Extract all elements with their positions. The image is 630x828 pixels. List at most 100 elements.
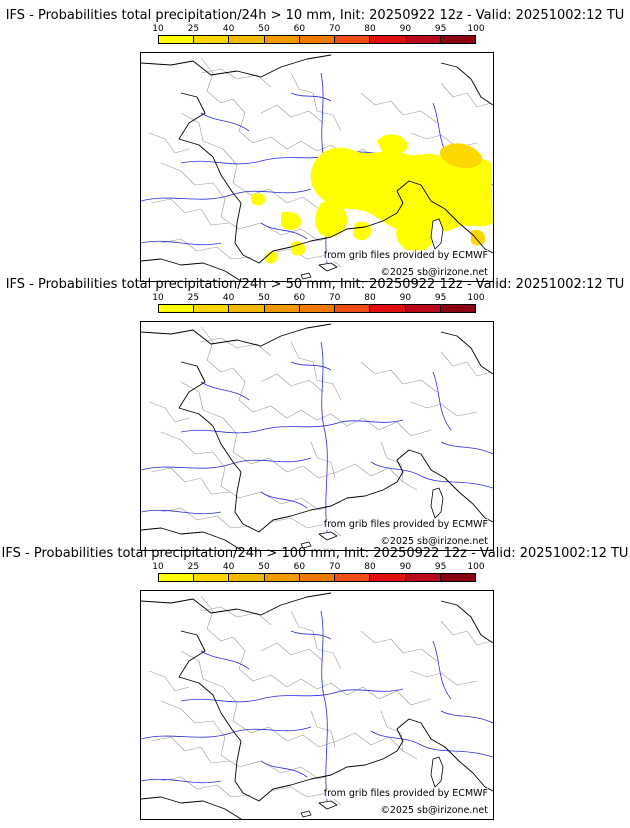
island-ibiza — [300, 272, 312, 280]
colorbar-tick-label: 10 — [152, 293, 164, 303]
river — [440, 441, 493, 455]
coastline — [178, 361, 242, 473]
admin-border — [310, 710, 336, 748]
admin-border — [380, 710, 418, 760]
colorbar-segment — [405, 305, 441, 312]
admin-border — [160, 507, 252, 529]
colorbar-segment — [299, 574, 336, 581]
colorbar-tick-label: 40 — [222, 562, 235, 572]
admin-border — [200, 606, 272, 626]
map-frame: from grib files provided by ECMWF ©2025 … — [140, 52, 494, 282]
coastline — [234, 202, 384, 264]
colorbar-segment — [335, 574, 371, 581]
colorbar-tick-label: 90 — [399, 24, 412, 34]
map-panel-100mm: IFS - Probabilities total precipitation/… — [0, 546, 630, 820]
river — [200, 112, 250, 132]
river — [432, 371, 452, 431]
admin-border — [310, 441, 336, 479]
admin-border — [336, 463, 404, 483]
coastline — [440, 331, 493, 375]
colorbar-ticks: 10 25 40 50 60 70 80 90 95 100 — [152, 293, 484, 304]
colorbar-ticks: 10 25 40 50 60 70 80 90 95 100 — [152, 562, 484, 573]
coastline — [234, 740, 384, 802]
colorbar-segment — [335, 305, 371, 312]
basemap — [141, 592, 493, 819]
admin-border — [290, 341, 342, 401]
credit-grib: from grib files provided by ECMWF — [323, 519, 488, 530]
admin-border — [150, 198, 230, 226]
admin-border — [180, 112, 252, 196]
colorbar-tick-label: 10 — [152, 24, 164, 34]
panel-title: IFS - Probabilities total precipitation/… — [1, 546, 629, 561]
admin-border — [148, 132, 190, 154]
admin-border — [440, 82, 492, 108]
precip-area — [353, 221, 372, 241]
basemap — [141, 54, 493, 281]
river — [141, 726, 312, 740]
river — [320, 610, 328, 802]
colorbar-tick-label: 60 — [293, 562, 306, 572]
river — [180, 421, 342, 434]
river — [432, 640, 452, 700]
credit-copyright: ©2025 sb@irizone.net — [380, 805, 488, 816]
river — [290, 630, 332, 640]
colorbar-tick-label: 50 — [258, 24, 270, 34]
colorbar-tick-label: 10 — [152, 562, 164, 572]
colorbar-tick-label: 95 — [434, 24, 447, 34]
colorbar-segment — [264, 36, 300, 43]
admin-border — [360, 361, 438, 393]
colorbar-tick-label: 100 — [467, 293, 485, 303]
admin-border — [410, 670, 478, 686]
colorbar-segment — [370, 574, 406, 581]
credit-copyright: ©2025 sb@irizone.net — [380, 267, 488, 278]
river — [141, 188, 312, 202]
colorbar — [158, 304, 476, 313]
map-panel-50mm: IFS - Probabilities total precipitation/… — [0, 277, 630, 551]
river — [370, 461, 493, 489]
admin-border — [440, 351, 492, 377]
admin-border — [200, 326, 254, 413]
colorbar-segment — [370, 305, 406, 312]
admin-border — [150, 467, 230, 495]
admin-border — [150, 736, 230, 764]
admin-border — [380, 441, 418, 491]
colorbar-segment — [299, 305, 336, 312]
colorbar-tick-label: 50 — [258, 562, 270, 572]
colorbar-tick-label: 40 — [222, 24, 235, 34]
admin-border — [250, 726, 338, 748]
admin-border — [290, 610, 342, 670]
island-mallorca — [318, 531, 338, 541]
colorbar — [158, 35, 476, 44]
colorbar-tick-label: 25 — [187, 24, 200, 34]
precip-area — [251, 193, 266, 206]
colorbar-segment — [405, 36, 441, 43]
colorbar-tick-label: 95 — [434, 562, 447, 572]
admin-border — [250, 457, 338, 479]
river — [260, 491, 308, 509]
admin-border — [360, 92, 438, 124]
river — [440, 710, 493, 724]
colorbar-segment — [299, 36, 336, 43]
admin-border — [260, 104, 324, 124]
admin-border — [200, 57, 254, 144]
colorbar-tick-label: 60 — [293, 24, 306, 34]
admin-border — [252, 405, 348, 427]
precip-area — [315, 201, 348, 238]
coastline — [141, 54, 332, 78]
admin-border — [252, 136, 348, 158]
admin-border — [346, 417, 432, 437]
admin-border — [336, 732, 404, 752]
colorbar-segment — [264, 305, 300, 312]
admin-border — [200, 68, 272, 88]
coastline — [141, 323, 332, 347]
precip-area — [377, 134, 408, 155]
river — [141, 240, 222, 246]
colorbar-segment — [159, 305, 195, 312]
colorbar-ticks: 10 25 40 50 60 70 80 90 95 100 — [152, 24, 484, 35]
map-frame: from grib files provided by ECMWF ©2025 … — [140, 590, 494, 820]
colorbar-segment — [229, 36, 265, 43]
admin-border — [148, 401, 190, 423]
river — [340, 688, 404, 692]
colorbar-segment — [229, 574, 265, 581]
admin-border — [440, 620, 492, 646]
